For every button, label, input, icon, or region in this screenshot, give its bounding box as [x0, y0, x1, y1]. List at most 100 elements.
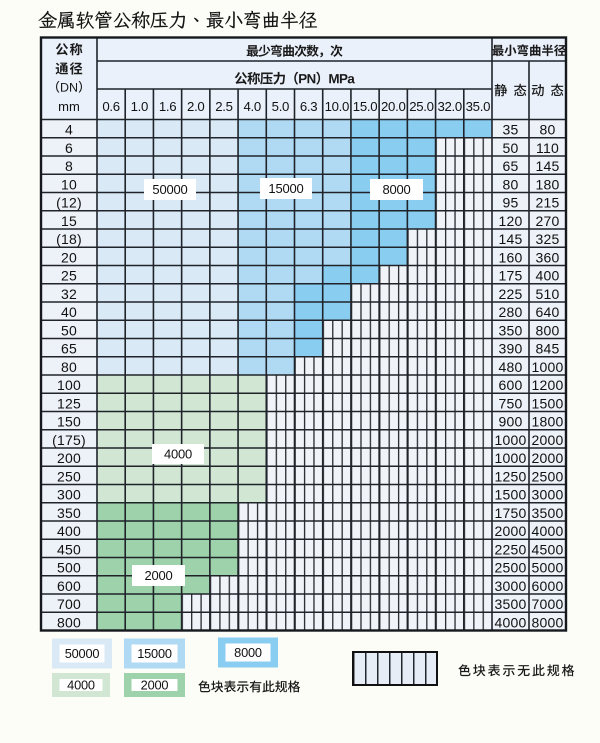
svg-text:700: 700 [57, 596, 81, 612]
svg-text:mm: mm [58, 99, 80, 114]
svg-text:80: 80 [540, 122, 556, 138]
svg-text:50: 50 [503, 140, 519, 156]
svg-text:2000: 2000 [532, 432, 564, 448]
svg-text:2.0: 2.0 [187, 99, 204, 114]
svg-text:2500: 2500 [495, 560, 527, 576]
svg-text:10: 10 [61, 176, 77, 192]
svg-text:6: 6 [65, 140, 73, 156]
svg-text:3500: 3500 [532, 505, 564, 521]
svg-text:8000: 8000 [234, 645, 262, 660]
svg-text:7000: 7000 [532, 596, 564, 612]
svg-text:150: 150 [57, 414, 81, 430]
svg-text:15.0: 15.0 [353, 99, 377, 114]
svg-text:640: 640 [536, 304, 560, 320]
svg-text:2000: 2000 [141, 678, 169, 693]
svg-text:120: 120 [499, 213, 523, 229]
svg-text:(18): (18) [56, 231, 82, 247]
svg-text:65: 65 [503, 158, 519, 174]
svg-text:15000: 15000 [137, 646, 172, 661]
svg-text:1250: 1250 [495, 468, 527, 484]
svg-text:4000: 4000 [164, 447, 192, 462]
svg-text:0.6: 0.6 [102, 99, 119, 114]
svg-text:4: 4 [65, 122, 73, 138]
svg-text:40: 40 [61, 304, 77, 320]
svg-text:1.0: 1.0 [131, 99, 148, 114]
svg-text:300: 300 [57, 487, 81, 503]
svg-text:20: 20 [61, 249, 77, 265]
svg-text:3000: 3000 [495, 578, 527, 594]
svg-text:125: 125 [57, 395, 81, 411]
svg-text:3000: 3000 [532, 487, 564, 503]
svg-text:35.0: 35.0 [466, 99, 490, 114]
svg-text:2500: 2500 [532, 468, 564, 484]
svg-text:160: 160 [499, 249, 523, 265]
svg-text:350: 350 [499, 322, 523, 338]
svg-text:8: 8 [65, 158, 73, 174]
svg-text:600: 600 [57, 578, 81, 594]
svg-text:2250: 2250 [495, 541, 527, 557]
svg-text:600: 600 [499, 377, 523, 393]
svg-text:50: 50 [61, 322, 77, 338]
svg-text:25.0: 25.0 [409, 99, 433, 114]
svg-text:80: 80 [503, 176, 519, 192]
svg-text:1000: 1000 [495, 450, 527, 466]
svg-text:(175): (175) [52, 432, 86, 448]
svg-text:4500: 4500 [532, 541, 564, 557]
svg-text:6000: 6000 [532, 578, 564, 594]
svg-text:800: 800 [536, 322, 560, 338]
svg-text:5000: 5000 [532, 560, 564, 576]
svg-text:500: 500 [57, 560, 81, 576]
svg-text:360: 360 [536, 249, 560, 265]
svg-text:200: 200 [57, 450, 81, 466]
svg-text:20.0: 20.0 [381, 99, 405, 114]
svg-text:1200: 1200 [532, 377, 564, 393]
svg-text:15000: 15000 [268, 181, 303, 196]
svg-text:8000: 8000 [382, 182, 410, 197]
svg-text:1500: 1500 [532, 395, 564, 411]
svg-text:95: 95 [503, 195, 519, 211]
svg-text:10.0: 10.0 [325, 99, 349, 114]
svg-text:145: 145 [536, 158, 560, 174]
svg-text:175: 175 [499, 268, 523, 284]
svg-text:2.5: 2.5 [215, 99, 232, 114]
svg-text:100: 100 [57, 377, 81, 393]
svg-text:800: 800 [57, 614, 81, 630]
svg-text:3500: 3500 [495, 596, 527, 612]
svg-text:4000: 4000 [532, 523, 564, 539]
svg-text:4000: 4000 [495, 614, 527, 630]
svg-text:15: 15 [61, 213, 77, 229]
svg-text:400: 400 [536, 268, 560, 284]
svg-text:900: 900 [499, 414, 523, 430]
svg-text:32: 32 [61, 286, 77, 302]
svg-text:6.3: 6.3 [300, 99, 317, 114]
svg-text:325: 325 [536, 231, 560, 247]
svg-text:480: 480 [499, 359, 523, 375]
svg-text:510: 510 [536, 286, 560, 302]
svg-text:270: 270 [536, 213, 560, 229]
svg-text:50000: 50000 [65, 646, 100, 661]
svg-text:80: 80 [61, 359, 77, 375]
svg-text:2000: 2000 [532, 450, 564, 466]
svg-text:1500: 1500 [495, 487, 527, 503]
svg-text:1800: 1800 [532, 414, 564, 430]
svg-text:400: 400 [57, 523, 81, 539]
svg-text:180: 180 [536, 176, 560, 192]
svg-text:1000: 1000 [532, 359, 564, 375]
svg-text:450: 450 [57, 541, 81, 557]
svg-text:65: 65 [61, 341, 77, 357]
svg-text:2000: 2000 [495, 523, 527, 539]
svg-text:280: 280 [499, 304, 523, 320]
svg-text:350: 350 [57, 505, 81, 521]
svg-text:4000: 4000 [67, 678, 95, 693]
svg-text:1000: 1000 [495, 432, 527, 448]
svg-text:1750: 1750 [495, 505, 527, 521]
svg-text:50000: 50000 [152, 182, 187, 197]
svg-text:250: 250 [57, 468, 81, 484]
svg-text:25: 25 [61, 268, 77, 284]
svg-text:(12): (12) [56, 195, 82, 211]
svg-text:225: 225 [499, 286, 523, 302]
svg-text:110: 110 [536, 140, 559, 156]
svg-text:845: 845 [536, 341, 560, 357]
svg-text:750: 750 [499, 395, 523, 411]
svg-text:390: 390 [499, 341, 523, 357]
